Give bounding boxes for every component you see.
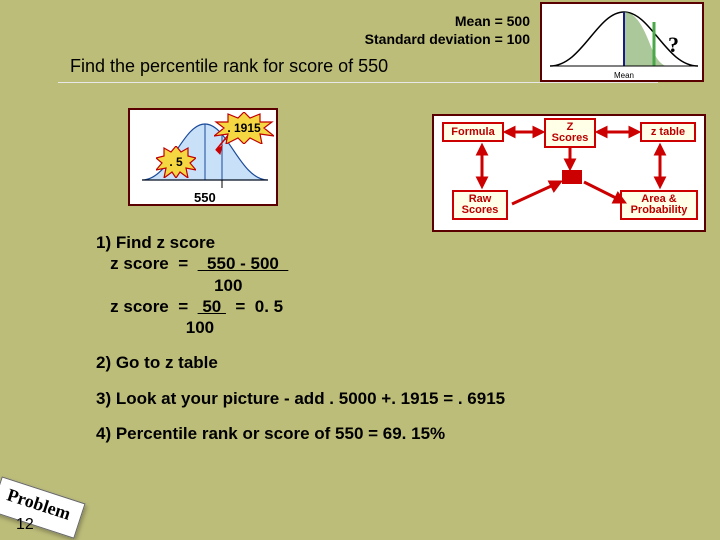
sd-line: Standard deviation = 100 (290, 30, 530, 48)
step1-l3b: 50 (198, 297, 226, 316)
top-bell-curve: Mean ? (540, 2, 704, 82)
step1-line3: z score = 50 = 0. 5 (96, 296, 505, 317)
step1-line2: 100 (96, 275, 505, 296)
step1-title: 1) Find z score (96, 232, 505, 253)
step1-l2-val: 100 (214, 276, 242, 295)
step1-l4-val: 100 (186, 318, 214, 337)
header-stats: Mean = 500 Standard deviation = 100 (290, 12, 530, 48)
mean-line: Mean = 500 (290, 12, 530, 30)
step2: 2) Go to z table (96, 352, 505, 373)
bell-curve-svg: Mean (542, 4, 706, 84)
step1-l3a: z score = (110, 297, 197, 316)
problem-ribbon: Problem (0, 476, 85, 538)
step1-l1b: 550 - 500 (198, 254, 289, 273)
starburst-5: . 5 (156, 146, 196, 178)
step1-l3c: = 0. 5 (226, 297, 283, 316)
flow-diagram: Formula Z Scores z table Raw Scores Area… (432, 114, 706, 232)
flow-arrows-svg (434, 116, 708, 234)
mean-axis-label: Mean (614, 71, 634, 80)
step4: 4) Percentile rank or score of 550 = 69.… (96, 423, 505, 444)
steps-block: 1) Find z score z score = 550 - 500 100 … (96, 232, 505, 444)
starburst-5-label: . 5 (169, 155, 182, 169)
step3: 3) Look at your picture - add . 5000 +. … (96, 388, 505, 409)
step1-line1: z score = 550 - 500 (96, 253, 505, 274)
prompt-text: Find the percentile rank for score of 55… (70, 56, 388, 77)
problem-ribbon-label: Problem (5, 485, 74, 524)
starburst-1915-label: . 1915 (227, 121, 260, 135)
divider (58, 82, 658, 83)
slide-number: 12 (16, 516, 34, 534)
question-mark: ? (668, 32, 679, 58)
mini-curve-x-value: 550 (194, 190, 216, 205)
step1-line4: 100 (96, 317, 505, 338)
step1-l1a: z score = (110, 254, 197, 273)
starburst-1915: . 1915 (214, 112, 274, 144)
